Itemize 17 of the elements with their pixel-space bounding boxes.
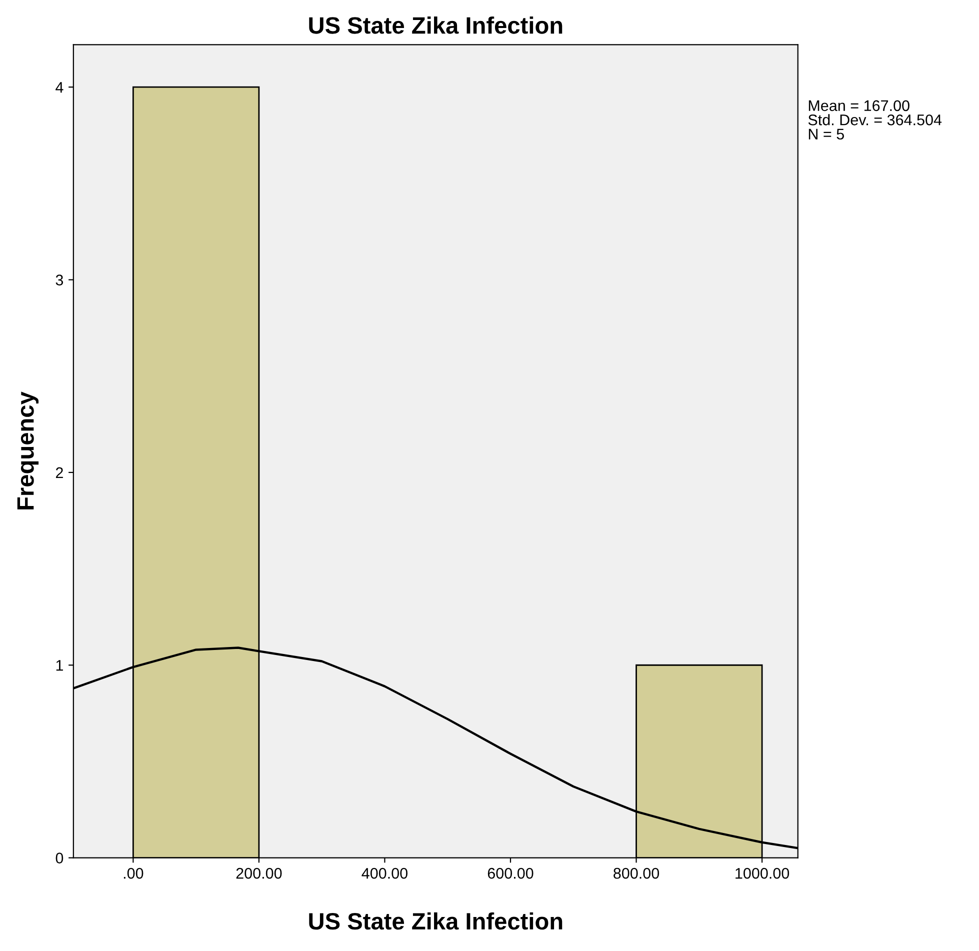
text: N = 5	[808, 128, 844, 140]
y-tick-label: 0	[56, 852, 64, 864]
y-tick-label: 4	[56, 82, 64, 93]
x-tick-label: 400.00	[362, 868, 408, 879]
text: Std. Dev. = 364.504	[808, 114, 942, 126]
x-tick-label: 600.00	[488, 868, 534, 879]
y-tick-label: 3	[56, 274, 64, 286]
x-tick-label: 1000.00	[736, 868, 790, 879]
x-tick-label: 800.00	[614, 868, 660, 879]
chart-title: US State Zika Infection	[309, 16, 562, 34]
x-tick-label: .00	[124, 868, 144, 879]
y-tick-label: 1	[56, 660, 63, 671]
text: Mean = 167.00	[808, 100, 910, 112]
x-axis-title: US State Zika Infection	[309, 912, 562, 930]
x-tick-label: 200.00	[236, 868, 282, 879]
y-tick-label: 2	[56, 467, 63, 478]
y-axis-title: Frequency	[17, 392, 39, 510]
